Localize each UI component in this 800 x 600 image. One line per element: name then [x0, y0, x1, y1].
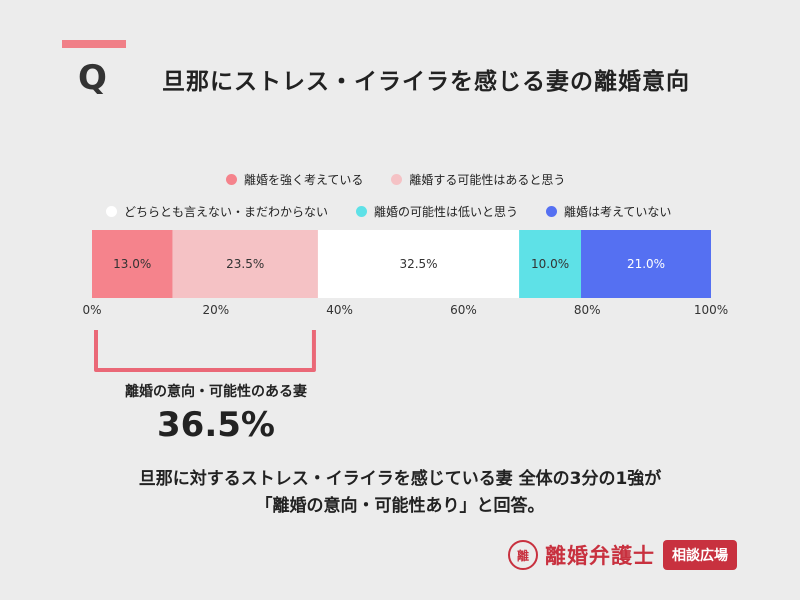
- seal-icon: 離: [508, 540, 538, 570]
- accent-bar: [62, 40, 126, 48]
- summary-line-1: 旦那に対するストレス・イライラを感じている妻 全体の3分の1強が: [138, 469, 662, 489]
- legend-swatch: [546, 206, 558, 217]
- legend-item-low-possibility: 離婚の可能性は低いと思う: [356, 203, 518, 220]
- data-label-0: 13.0%: [113, 257, 151, 271]
- brand-name: 離婚弁護士: [545, 544, 655, 568]
- highlight-bracket: [94, 330, 316, 372]
- page-title: 旦那にストレス・イライラを感じる妻の離婚意向: [162, 69, 690, 95]
- data-label-3: 10.0%: [531, 257, 569, 271]
- legend-label: 離婚の可能性は低いと思う: [374, 205, 519, 219]
- legend-swatch: [106, 206, 117, 217]
- bracket-value: 36.5%: [157, 405, 275, 445]
- legend-item-strongly-considering: 離婚を強く考えている: [226, 171, 363, 188]
- legend-row-2: どちらとも言えない・まだわからない 離婚の可能性は低いと思う 離婚は考えていない: [106, 203, 671, 220]
- legend-row-1: 離婚を強く考えている 離婚する可能性はあると思う: [226, 171, 565, 188]
- bracket-label: 離婚の意向・可能性のある妻: [125, 384, 307, 400]
- legend-swatch: [226, 174, 237, 185]
- legend-swatch: [391, 174, 403, 185]
- x-tick-label: 60%: [450, 303, 477, 317]
- data-label-2: 32.5%: [399, 257, 437, 271]
- legend-label: 離婚を強く考えている: [244, 173, 364, 187]
- bar-segment-1: [172, 230, 318, 298]
- x-tick-label: 40%: [326, 303, 353, 317]
- bar-segment-3: [519, 230, 582, 298]
- summary-text: 旦那に対するストレス・イライラを感じている妻 全体の3分の1強が 「離婚の意向・…: [40, 466, 760, 520]
- legend-swatch: [356, 206, 368, 217]
- legend-item-undecided: どちらとも言えない・まだわからない: [106, 203, 328, 220]
- legend-item-possible: 離婚する可能性はあると思う: [391, 171, 565, 188]
- bar-segment-4: [581, 230, 711, 298]
- x-tick-label: 80%: [574, 303, 601, 317]
- data-label-4: 21.0%: [627, 257, 665, 271]
- x-tick-label: 0%: [82, 303, 101, 317]
- x-tick-label: 20%: [202, 303, 229, 317]
- brand-logo: 離 離婚弁護士 相談広場: [508, 540, 737, 570]
- data-label-1: 23.5%: [226, 257, 264, 271]
- legend-label: 離婚は考えていない: [564, 205, 672, 219]
- summary-line-2: 「離婚の意向・可能性あり」と回答。: [255, 496, 545, 516]
- legend-item-not-considering: 離婚は考えていない: [546, 203, 671, 220]
- x-tick-label: 100%: [694, 303, 728, 317]
- question-mark-label: Q: [78, 58, 107, 98]
- legend-label: どちらとも言えない・まだわからない: [124, 205, 329, 219]
- legend-label: 離婚する可能性はあると思う: [409, 173, 566, 187]
- bar-segment-0: [92, 230, 173, 298]
- bar-segment-2: [317, 230, 520, 298]
- brand-badge: 相談広場: [663, 540, 737, 570]
